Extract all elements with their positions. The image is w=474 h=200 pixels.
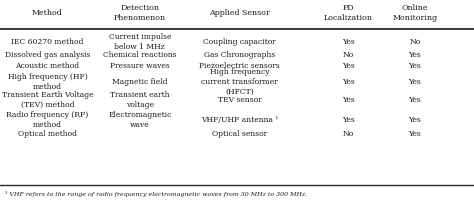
Text: Yes: Yes [342,96,355,104]
Text: Yes: Yes [342,38,355,46]
Text: Applied Sensor: Applied Sensor [209,9,270,17]
Text: ¹ VHF refers to the range of radio frequency electromagnetic waves from 30 MHz t: ¹ VHF refers to the range of radio frequ… [5,191,307,197]
Text: PD
Localization: PD Localization [324,4,373,22]
Text: No: No [409,38,420,46]
Text: Yes: Yes [409,96,421,104]
Text: TEV sensor: TEV sensor [218,96,261,104]
Text: IEC 60270 method: IEC 60270 method [11,38,83,46]
Text: Electromagnetic
wave: Electromagnetic wave [108,111,172,129]
Text: Dissolved gas analysis: Dissolved gas analysis [5,51,90,59]
Text: Optical sensor: Optical sensor [212,130,267,138]
Text: Optical method: Optical method [18,130,77,138]
Text: Piezoelectric sensors: Piezoelectric sensors [199,62,280,70]
Text: No: No [343,51,354,59]
Text: Pressure waves: Pressure waves [110,62,170,70]
Text: Radio frequency (RF)
method: Radio frequency (RF) method [6,111,89,129]
Text: VHF/UHF antenna ¹: VHF/UHF antenna ¹ [201,116,278,124]
Text: Online
Monitoring: Online Monitoring [392,4,438,22]
Text: High frequency
current transformer
(HFCT): High frequency current transformer (HFCT… [201,68,278,96]
Text: Yes: Yes [342,78,355,86]
Text: Magnetic field: Magnetic field [112,78,168,86]
Text: Transient earth
voltage: Transient earth voltage [110,91,170,109]
Text: Current impulse
below 1 MHz: Current impulse below 1 MHz [109,33,171,51]
Text: Yes: Yes [409,51,421,59]
Text: Transient Earth Voltage
(TEV) method: Transient Earth Voltage (TEV) method [1,91,93,109]
Text: Yes: Yes [342,62,355,70]
Text: Coupling capacitor: Coupling capacitor [203,38,276,46]
Text: Acoustic method: Acoustic method [15,62,80,70]
Text: Detection
Phenomenon: Detection Phenomenon [114,4,166,22]
Text: No: No [343,130,354,138]
Text: Method: Method [32,9,63,17]
Text: Yes: Yes [342,116,355,124]
Text: Yes: Yes [409,130,421,138]
Text: Chemical reactions: Chemical reactions [103,51,177,59]
Text: Yes: Yes [409,116,421,124]
Text: Yes: Yes [409,62,421,70]
Text: Yes: Yes [409,78,421,86]
Text: High frequency (HF)
method: High frequency (HF) method [8,73,87,91]
Text: Gas Chronographs: Gas Chronographs [204,51,275,59]
